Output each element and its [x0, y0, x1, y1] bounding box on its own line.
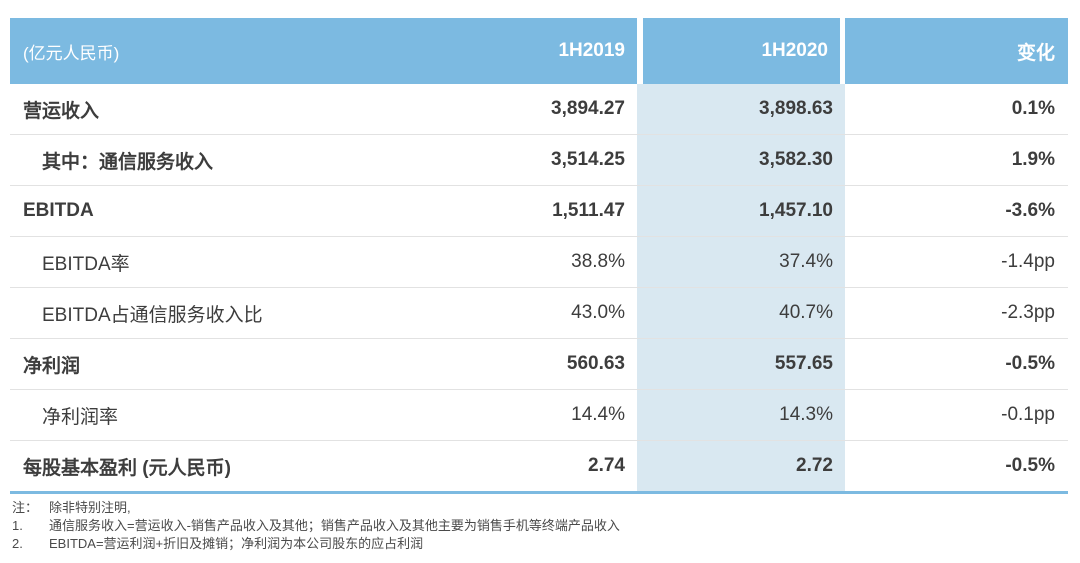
value-1h2020: 2.72 — [637, 440, 845, 491]
row-label: 营运收入 — [23, 100, 100, 122]
footnote-item: 2. EBITDA=营运利润+折旧及摊销；净利润为本公司股东的应占利润 — [12, 535, 1062, 553]
table-row: 营运收入 3,894.27 3,898.63 0.1% — [10, 84, 1068, 134]
column-header-1h2020: 1H2020 — [637, 18, 845, 84]
value-1h2019: 1,511.47 — [430, 185, 637, 236]
footnote-text: 通信服务收入=营运收入-销售产品收入及其他；销售产品收入及其他主要为销售手机等终… — [49, 518, 620, 533]
value-1h2020: 37.4% — [637, 236, 845, 287]
table-row: 每股基本盈利 (元人民币) 2.74 2.72 -0.5% — [10, 440, 1068, 491]
footnotes: 注： 除非特别注明, 1. 通信服务收入=营运收入-销售产品收入及其他；销售产品… — [12, 499, 1062, 553]
footnote-intro: 注： 除非特别注明, — [12, 499, 1062, 517]
row-label: 净利润率 — [10, 389, 430, 440]
column-header-change: 变化 — [845, 18, 1068, 84]
footnote-text: EBITDA=营运利润+折旧及摊销；净利润为本公司股东的应占利润 — [49, 536, 424, 551]
value-change: -0.5% — [845, 338, 1068, 389]
value-change: 0.1% — [1011, 98, 1055, 119]
value-change: -3.6% — [845, 185, 1068, 236]
value-1h2019: 2.74 — [430, 440, 637, 491]
financial-results-table-wrap: (亿元人民币) 1H2019 1H2020 变化 营运收入 3,894.27 3,8… — [10, 18, 1068, 494]
table-row: 净利润率 14.4% 14.3% -0.1pp — [10, 389, 1068, 440]
financial-table: (亿元人民币) 1H2019 1H2020 变化 营运收入 3,894.27 3,8… — [10, 18, 1068, 494]
column-header-1h2019: 1H2019 — [430, 18, 637, 84]
footnote-number: 2. — [12, 536, 23, 551]
footnote-intro-marker: 注： — [12, 500, 39, 515]
row-label: EBITDA率 — [10, 236, 430, 287]
row-label: 净利润 — [10, 338, 430, 389]
value-1h2020: 557.65 — [637, 338, 845, 389]
row-label: 每股基本盈利 (元人民币) — [10, 440, 430, 491]
footnote-item: 1. 通信服务收入=营运收入-销售产品收入及其他；销售产品收入及其他主要为销售手… — [12, 517, 1062, 535]
header-row: (亿元人民币) 1H2019 1H2020 变化 — [10, 18, 1068, 84]
value-1h2019: 43.0% — [430, 287, 637, 338]
row-label: EBITDA占通信服务收入比 — [10, 287, 430, 338]
value-change: -1.4pp — [845, 236, 1068, 287]
table-row: EBITDA率 38.8% 37.4% -1.4pp — [10, 236, 1068, 287]
value-1h2020: 1,457.10 — [637, 185, 845, 236]
value-change: 1.9% — [845, 134, 1068, 185]
value-change: -0.1pp — [845, 389, 1068, 440]
table-row: 其中：通信服务收入 3,514.25 3,582.30 1.9% — [10, 134, 1068, 185]
value-1h2019: 560.63 — [430, 338, 637, 389]
value-change: -0.5% — [845, 440, 1068, 491]
value-1h2019: 14.4% — [430, 389, 637, 440]
footnote-intro-text: 除非特别注明, — [49, 500, 131, 515]
value-1h2019: 3,894.27 — [551, 98, 625, 119]
value-1h2020: 14.3% — [637, 389, 845, 440]
value-1h2019: 3,514.25 — [430, 134, 637, 185]
row-label: EBITDA — [10, 185, 430, 236]
footnote-number: 1. — [12, 518, 23, 533]
table-row: EBITDA 1,511.47 1,457.10 -3.6% — [10, 185, 1068, 236]
row-label: 其中：通信服务收入 — [10, 134, 430, 185]
value-1h2020: 40.7% — [637, 287, 845, 338]
value-1h2020: 3,898.63 — [637, 84, 845, 134]
value-1h2019: 38.8% — [430, 236, 637, 287]
table-row: 净利润 560.63 557.65 -0.5% — [10, 338, 1068, 389]
value-1h2020: 3,582.30 — [637, 134, 845, 185]
value-change: -2.3pp — [845, 287, 1068, 338]
unit-label: (亿元人民币) — [10, 18, 430, 84]
table-row: EBITDA占通信服务收入比 43.0% 40.7% -2.3pp — [10, 287, 1068, 338]
